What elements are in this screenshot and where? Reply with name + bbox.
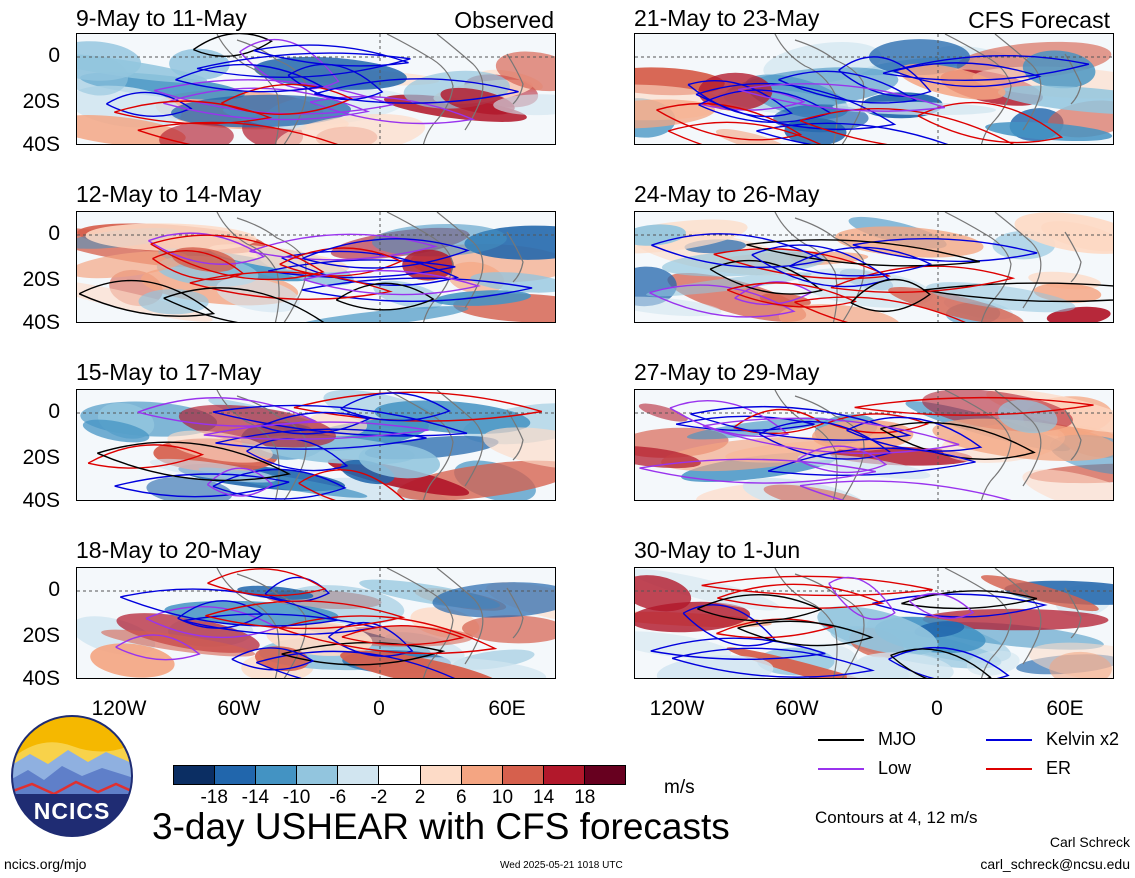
figure-title: 3-day USHEAR with CFS forecasts [152,806,730,847]
legend-line-kelvin [986,739,1032,741]
x-tick-label-120w: 120W [649,697,705,720]
colorbar-tick-label: -6 [329,787,347,808]
panel-title-6: 24-May to 26-May [634,181,820,207]
map-panel-5 [634,33,1114,145]
y-tick-label-0: 0 [48,222,60,245]
x-tick-label-60e: 60E [1046,697,1084,720]
legend-line-mjo [818,739,864,741]
colorbar-tick-label: 14 [533,787,555,808]
panel-title-8: 30-May to 1-Jun [634,537,801,563]
colorbar-tick-label: 10 [491,787,514,808]
colorbar-swatch [501,766,543,784]
colorbar [173,765,626,785]
ncics-logo: NCICS [10,714,134,838]
map-panel-1 [76,33,556,145]
y-tick-label-20s: 20S [22,268,60,291]
legend-label-mjo: MJO [878,729,916,749]
y-tick-label-40s: 40S [22,133,60,156]
colorbar-tick-label: 18 [574,787,596,808]
footer-site: ncics.org/mjo [4,856,87,872]
colorbar-unit: m/s [664,777,695,798]
y-tick-label-20s: 20S [22,446,60,469]
colorbar-tick-label: -10 [282,787,311,808]
footer-timestamp: Wed 2025-05-21 1018 UTC [500,860,623,871]
y-tick-label-0: 0 [48,400,60,423]
colorbar-tick-label: 6 [455,787,467,808]
x-tick-label-60w: 60W [217,697,261,720]
y-tick-label-0: 0 [48,578,60,601]
contours-note: Contours at 4, 12 m/s [815,808,978,827]
colorbar-tick-label: -2 [370,787,388,808]
map-panel-4 [76,567,556,679]
colorbar-swatch [542,766,584,784]
x-tick-label-60e: 60E [488,697,526,720]
map-panel-2 [76,211,556,323]
panel-title-2: 12-May to 14-May [76,181,262,207]
panel-title-3: 15-May to 17-May [76,359,262,385]
panel-title-5: 21-May to 23-May [634,5,820,31]
y-tick-label-20s: 20S [22,90,60,113]
map-panel-3 [76,389,556,501]
panel-title-7: 27-May to 29-May [634,359,820,385]
map-panel-7 [634,389,1114,501]
colorbar-tick-label: 2 [414,787,426,808]
x-tick-label-60w: 60W [775,697,819,720]
x-tick-label-0: 0 [931,697,943,720]
x-tick-label-0: 0 [373,697,385,720]
legend-label-kelvin: Kelvin x2 [1046,729,1120,749]
map-panel-6 [634,211,1114,323]
footer-email: carl_schreck@ncsu.edu [980,856,1130,872]
y-tick-label-0: 0 [48,44,60,67]
colorbar-swatch [583,766,626,784]
y-tick-label-40s: 40S [22,489,60,512]
colorbar-swatch [174,766,215,784]
colorbar-swatch [255,766,297,784]
legend-label-er: ER [1046,758,1072,778]
panel-tag-observed: Observed [454,7,554,33]
legend-label-low: Low [878,758,912,778]
colorbar-swatch [460,766,502,784]
y-tick-label-20s: 20S [22,624,60,647]
footer-author: Carl Schreck [1049,834,1130,850]
legend-line-low [818,768,864,770]
panel-tag-forecast: CFS Forecast [968,7,1110,33]
colorbar-tick-label: -14 [241,787,270,808]
colorbar-swatch [378,766,420,784]
colorbar-tick-label: -18 [200,787,228,808]
y-tick-label-40s: 40S [22,667,60,690]
panel-title-1: 9-May to 11-May [76,5,247,31]
colorbar-swatch [296,766,338,784]
colorbar-swatch [419,766,461,784]
map-panel-8 [634,567,1114,679]
colorbar-swatch [214,766,256,784]
y-tick-label-40s: 40S [22,311,60,334]
panel-title-4: 18-May to 20-May [76,537,262,563]
x-tick-label-120w: 120W [91,697,147,720]
logo-text: NCICS [33,798,111,824]
colorbar-swatch [337,766,379,784]
legend-line-er [986,768,1032,770]
